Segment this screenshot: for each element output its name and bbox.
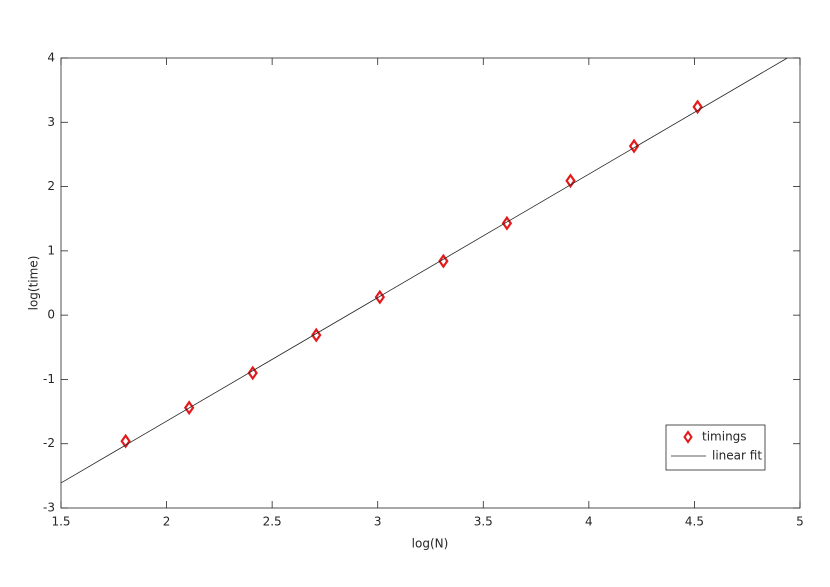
data-point <box>247 365 258 381</box>
data-point <box>374 289 386 305</box>
x-axis-label: log(N) <box>412 537 449 551</box>
x-tick-label: 4.5 <box>685 515 704 529</box>
data-point <box>311 327 322 343</box>
x-tick-label: 2 <box>163 515 171 529</box>
x-tick-label: 1.5 <box>51 515 70 529</box>
legend-label: linear fit <box>712 449 762 463</box>
y-tick-label: 3 <box>47 115 55 129</box>
data-point <box>692 99 703 115</box>
y-tick-label: -2 <box>43 436 55 450</box>
legend-label: timings <box>702 430 747 444</box>
plot-area <box>60 57 801 509</box>
data-point <box>183 400 195 416</box>
y-tick-label: -1 <box>43 372 55 386</box>
data-point <box>501 215 513 231</box>
legend-marker <box>683 430 693 444</box>
x-tick-label: 5 <box>796 515 804 529</box>
y-tick-label: 1 <box>47 243 55 257</box>
y-axis-label: log(time) <box>27 256 41 311</box>
y-tick-label: 2 <box>47 179 55 193</box>
y-tick-label: 0 <box>47 308 55 322</box>
legend-box <box>665 424 766 471</box>
data-point <box>628 138 640 154</box>
x-tick-label: 3.5 <box>474 515 493 529</box>
y-tick-label: -3 <box>43 501 55 515</box>
data-point <box>120 433 131 449</box>
x-tick-label: 4 <box>585 515 593 529</box>
data-point <box>438 253 449 269</box>
fit-line <box>60 57 788 484</box>
data-point <box>565 173 576 189</box>
x-tick-label: 3 <box>374 515 382 529</box>
y-tick-label: 4 <box>47 51 55 65</box>
x-tick-label: 2.5 <box>263 515 282 529</box>
